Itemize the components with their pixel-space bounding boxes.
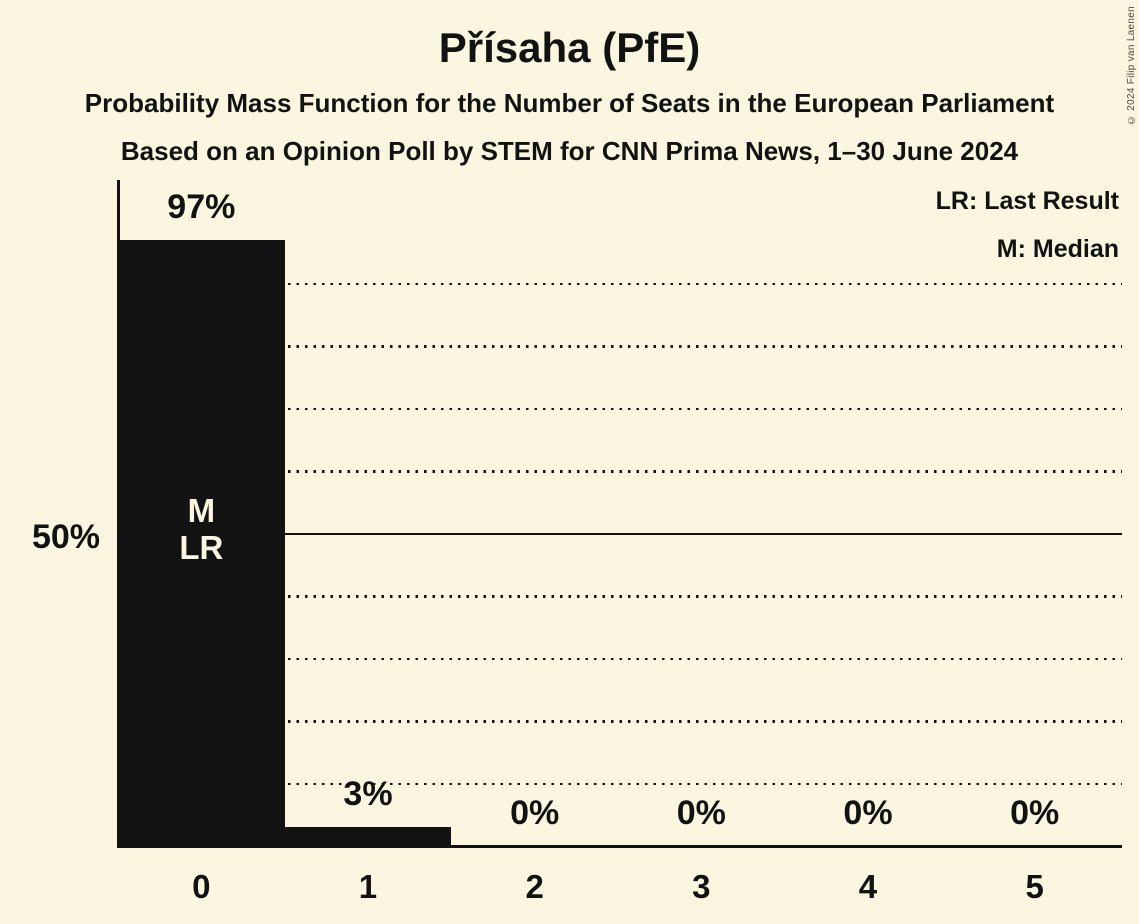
gridline-70pct	[118, 407, 1122, 410]
legend-median: M: Median	[996, 235, 1119, 263]
gridline-90pct	[118, 282, 1122, 285]
x-tick-label-1: 1	[358, 868, 378, 905]
legend: LR: Last Result M: Median	[936, 177, 1119, 273]
bar-value-label-1: 3%	[343, 775, 393, 814]
bar-seats-0	[118, 239, 285, 846]
bar-value-label-5: 0%	[1010, 794, 1060, 832]
gridline-80pct	[118, 345, 1122, 348]
x-tick-label-4: 4	[858, 868, 878, 905]
bar-seats-1	[284, 827, 452, 846]
bar-value-label-3: 0%	[676, 794, 726, 832]
bar-value-label-4: 0%	[843, 794, 893, 832]
gridline-20pct	[118, 720, 1122, 723]
bar-value-label-0: 97%	[167, 187, 236, 226]
x-tick-label-0: 0	[192, 868, 211, 905]
x-tick-label-5: 5	[1025, 868, 1044, 905]
gridline-60pct	[118, 470, 1122, 473]
chart-subtitle-line1: Probability Mass Function for the Number…	[84, 88, 1055, 118]
chart-subtitle-line2: Based on an Opinion Poll by STEM for CNN…	[120, 136, 1019, 166]
gridline-40pct	[118, 595, 1122, 598]
gridline-10pct	[118, 782, 1122, 785]
gridline-30pct	[118, 657, 1122, 660]
copyright-notice: © 2024 Filip van Laenen	[1126, 6, 1137, 126]
x-tick-label-3: 3	[692, 868, 711, 905]
x-axis-line	[117, 845, 1122, 848]
chart-title: Přísaha (PfE)	[438, 24, 701, 71]
bar-value-label-2: 0%	[510, 794, 560, 832]
bar-annotation-median-lastresult: M LR	[179, 492, 224, 566]
gridline-50pct	[118, 532, 1122, 535]
x-tick-label-2: 2	[525, 868, 544, 905]
legend-last-result: LR: Last Result	[935, 187, 1119, 215]
y-axis-label-50pct: 50%	[31, 518, 100, 556]
plot-area: 97% 0 3% 1 0% 2 0% 3 0% 4 0% 5 M LR	[118, 180, 1122, 905]
